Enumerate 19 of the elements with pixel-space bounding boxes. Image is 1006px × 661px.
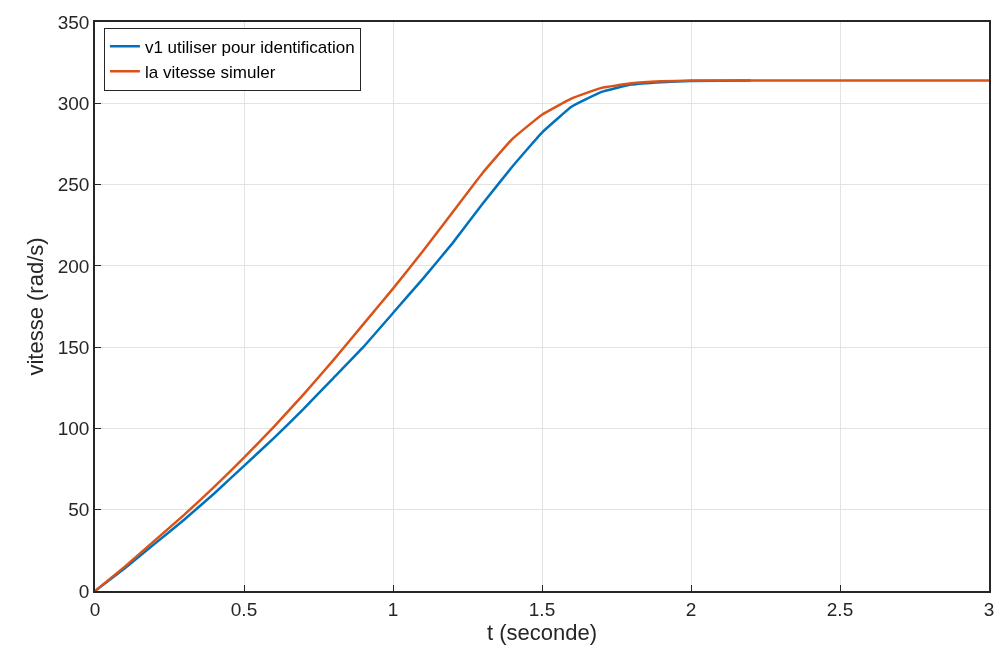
x-tick-label: 0.5 bbox=[230, 598, 258, 620]
y-tick-label: 100 bbox=[57, 418, 90, 440]
x-tick-label: 1.5 bbox=[528, 598, 556, 620]
x-tick-label: 3 bbox=[983, 598, 995, 620]
y-tick-label: 300 bbox=[57, 92, 90, 114]
y-axis-title: vitesse (rad/s) bbox=[23, 237, 49, 376]
y-tick-label: 50 bbox=[68, 499, 90, 521]
line-series bbox=[95, 79, 989, 591]
x-tick-label: 1 bbox=[387, 598, 399, 620]
y-tick-label: 350 bbox=[57, 11, 90, 33]
y-tick-label: 250 bbox=[57, 174, 90, 196]
y-tick-label: 150 bbox=[57, 336, 90, 358]
x-tick-label: 2 bbox=[685, 598, 697, 620]
legend-label: v1 utiliser pour identification bbox=[144, 37, 355, 57]
x-axis-title: t (seconde) bbox=[486, 619, 598, 645]
y-tick-label: 0 bbox=[78, 580, 90, 602]
y-tick-label: 200 bbox=[57, 255, 90, 277]
x-tick-label: 2.5 bbox=[826, 598, 854, 620]
legend-label: la vitesse simuler bbox=[144, 62, 276, 82]
